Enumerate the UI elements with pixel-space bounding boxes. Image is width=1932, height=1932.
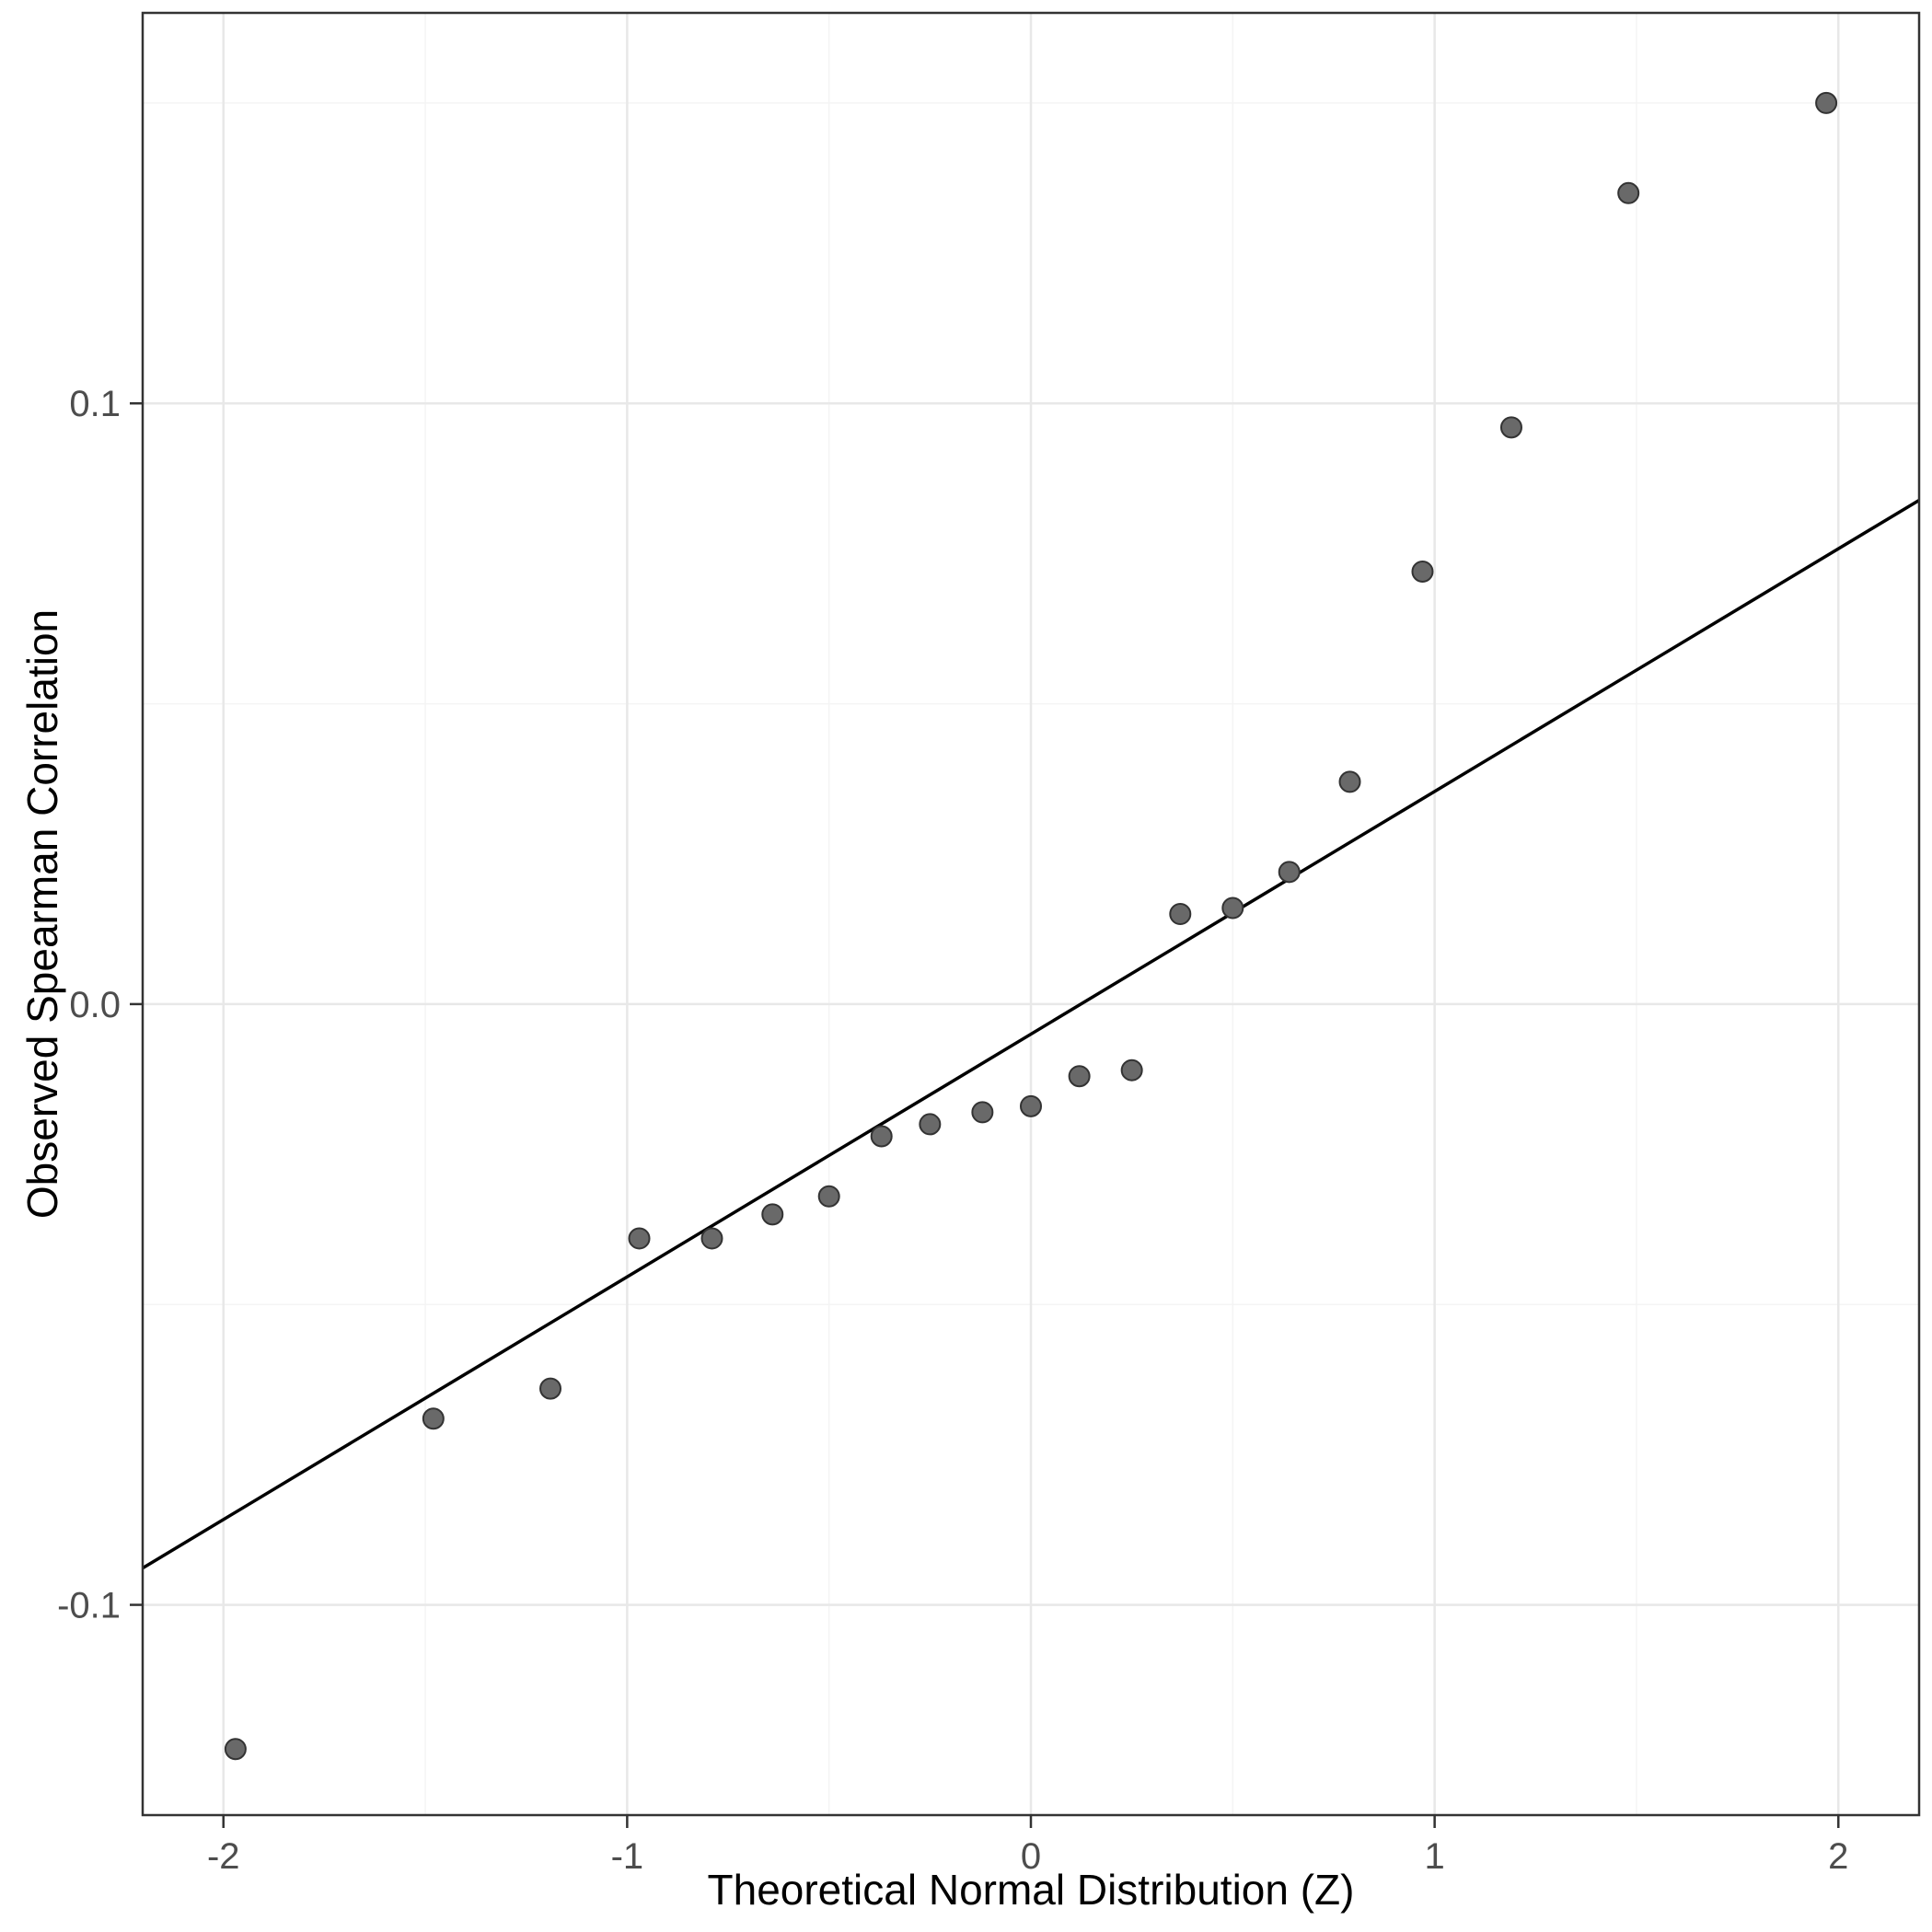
- x-axis-tick-label: 1: [1425, 1836, 1445, 1877]
- data-point: [1120, 1059, 1143, 1082]
- data-point: [1411, 560, 1434, 583]
- qq-reference-line: [142, 498, 1920, 1570]
- data-point: [1617, 181, 1640, 204]
- data-point: [870, 1125, 893, 1148]
- x-axis-tick-label: -2: [207, 1836, 240, 1877]
- data-point: [1221, 897, 1244, 920]
- data-point: [1815, 91, 1838, 114]
- data-point: [761, 1203, 784, 1226]
- x-axis-tick-label: 0: [1021, 1836, 1041, 1877]
- data-point: [919, 1113, 942, 1136]
- data-point: [1169, 903, 1192, 925]
- x-axis-tick-label: -1: [611, 1836, 644, 1877]
- data-point: [1020, 1094, 1042, 1117]
- data-point: [1068, 1065, 1091, 1088]
- x-axis-title: Theoretical Normal Distribution (Z): [707, 1866, 1355, 1914]
- data-point: [817, 1185, 840, 1208]
- y-axis-tick-label: 0.0: [69, 985, 121, 1025]
- data-point: [1338, 770, 1361, 793]
- data-point: [224, 1738, 247, 1761]
- data-point: [1499, 416, 1522, 439]
- data-point: [628, 1227, 651, 1250]
- y-axis-tick-label: 0.1: [69, 384, 121, 424]
- data-point: [700, 1227, 723, 1250]
- y-axis-title: Observed Spearman Correlation: [18, 608, 66, 1220]
- data-point: [539, 1377, 562, 1400]
- y-axis-tick-label: -0.1: [57, 1586, 121, 1626]
- data-point: [971, 1101, 994, 1124]
- x-axis-tick-label: 2: [1828, 1836, 1848, 1877]
- data-point: [422, 1407, 445, 1430]
- data-point: [1278, 861, 1301, 884]
